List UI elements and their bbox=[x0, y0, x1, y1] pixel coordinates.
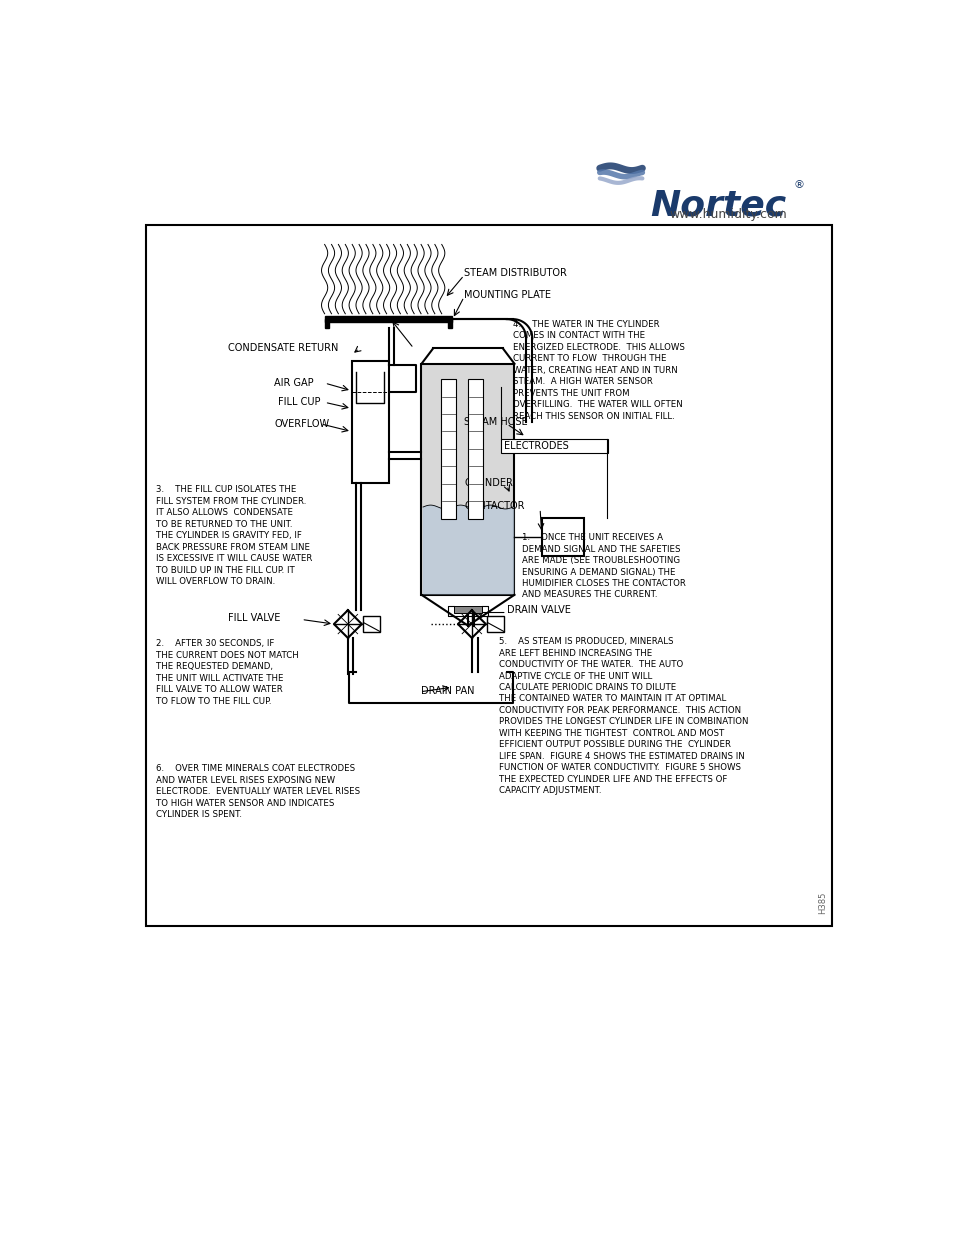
Text: ®: ® bbox=[793, 180, 803, 190]
Text: STEAM HOSE: STEAM HOSE bbox=[464, 416, 527, 426]
Text: DRAIN VALVE: DRAIN VALVE bbox=[506, 605, 570, 615]
Text: www.humidity.com: www.humidity.com bbox=[669, 209, 786, 221]
Text: 4.    THE WATER IN THE CYLINDER
COMES IN CONTACT WITH THE
ENERGIZED ELECTRODE.  : 4. THE WATER IN THE CYLINDER COMES IN CO… bbox=[513, 320, 684, 420]
Bar bbox=[363, 616, 380, 632]
Bar bbox=[541, 517, 583, 556]
Text: OVERFLOW: OVERFLOW bbox=[274, 419, 329, 429]
Text: FILL VALVE: FILL VALVE bbox=[228, 613, 280, 622]
Text: ELECTRODES: ELECTRODES bbox=[504, 441, 569, 451]
Text: CONTACTOR: CONTACTOR bbox=[464, 501, 524, 511]
Text: MOUNTING PLATE: MOUNTING PLATE bbox=[464, 289, 551, 300]
Text: 1.    ONCE THE UNIT RECEIVES A
DEMAND SIGNAL AND THE SAFETIES
ARE MADE (SEE TROU: 1. ONCE THE UNIT RECEIVES A DEMAND SIGNA… bbox=[521, 534, 685, 599]
Bar bbox=[447, 319, 452, 329]
Bar bbox=[146, 225, 831, 926]
Text: CYLINDER: CYLINDER bbox=[464, 478, 513, 488]
Text: DRAIN PAN: DRAIN PAN bbox=[421, 687, 475, 697]
Text: AIR GAP: AIR GAP bbox=[274, 378, 314, 388]
Text: Nortec: Nortec bbox=[649, 188, 785, 222]
Text: STEAM DISTRIBUTOR: STEAM DISTRIBUTOR bbox=[464, 268, 566, 278]
Text: 2.    AFTER 30 SECONDS, IF
THE CURRENT DOES NOT MATCH
THE REQUESTED DEMAND,
THE : 2. AFTER 30 SECONDS, IF THE CURRENT DOES… bbox=[156, 640, 299, 705]
Text: H385: H385 bbox=[818, 892, 826, 914]
Bar bbox=[421, 364, 514, 595]
Bar bbox=[324, 319, 329, 329]
Bar bbox=[454, 606, 481, 613]
Bar bbox=[324, 316, 452, 322]
Bar bbox=[500, 440, 607, 453]
Text: 5.    AS STEAM IS PRODUCED, MINERALS
ARE LEFT BEHIND INCREASING THE
CONDUCTIVITY: 5. AS STEAM IS PRODUCED, MINERALS ARE LE… bbox=[498, 637, 748, 795]
Text: 6.    OVER TIME MINERALS COAT ELECTRODES
AND WATER LEVEL RISES EXPOSING NEW
ELEC: 6. OVER TIME MINERALS COAT ELECTRODES AN… bbox=[156, 764, 360, 819]
Bar bbox=[440, 379, 456, 519]
Text: 3.    THE FILL CUP ISOLATES THE
FILL SYSTEM FROM THE CYLINDER.
IT ALSO ALLOWS  C: 3. THE FILL CUP ISOLATES THE FILL SYSTEM… bbox=[156, 485, 313, 587]
Bar bbox=[487, 616, 504, 632]
Text: CONDENSATE RETURN: CONDENSATE RETURN bbox=[228, 343, 337, 353]
Text: FILL CUP: FILL CUP bbox=[278, 398, 320, 408]
Bar bbox=[352, 361, 389, 483]
Bar bbox=[468, 379, 483, 519]
